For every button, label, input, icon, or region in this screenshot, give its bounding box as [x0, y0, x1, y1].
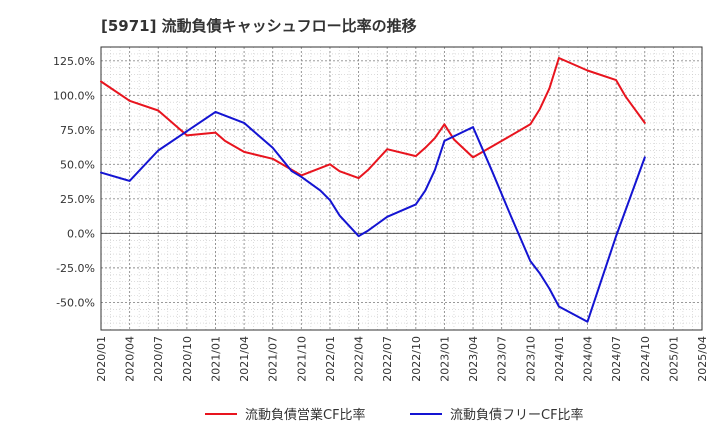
y-tick-label: 0.0%	[67, 227, 95, 240]
y-tick-label: -50.0%	[56, 296, 95, 309]
x-tick-label: 2024/10	[639, 336, 652, 382]
legend-label-2: 流動負債フリーCF比率	[450, 407, 584, 423]
series-line-1	[100, 57, 646, 180]
legend-label-1: 流動負債営業CF比率	[245, 407, 366, 423]
x-tick-label: 2025/04	[696, 336, 709, 382]
x-tick-label: 2024/07	[610, 336, 623, 382]
y-tick-label: 75.0%	[60, 124, 95, 137]
x-tick-label: 2021/07	[267, 336, 280, 382]
y-tick-label: 50.0%	[60, 158, 95, 171]
plot-frame	[100, 46, 703, 331]
x-tick-label: 2020/10	[181, 336, 194, 382]
x-tick-label: 2021/01	[209, 336, 222, 382]
x-tick-label: 2024/04	[582, 336, 595, 382]
legend: 流動負債営業CF比率 流動負債フリーCF比率	[205, 407, 584, 423]
x-tick-label: 2022/07	[381, 336, 394, 382]
x-tick-label: 2022/01	[324, 336, 337, 382]
x-tick-label: 2022/10	[410, 336, 423, 382]
x-tick-label: 2020/01	[95, 336, 108, 382]
y-tick-label: 25.0%	[60, 193, 95, 206]
chart-title: [5971] 流動負債キャッシュフロー比率の推移	[101, 17, 417, 35]
axis-layer: 125.0% 100.0% 75.0% 50.0% 25.0% 0.0% -25.0% -50…	[53, 46, 709, 382]
x-tick-label: 2020/04	[124, 336, 137, 382]
x-tick-label: 2021/04	[238, 336, 251, 382]
x-tick-label: 2021/10	[295, 336, 308, 382]
x-tick-label: 2023/01	[438, 336, 451, 382]
x-tick-label: 2020/07	[152, 336, 165, 382]
grid-layer	[101, 46, 702, 330]
x-tick-label: 2023/04	[467, 336, 480, 382]
x-tick-label: 2022/04	[353, 336, 366, 382]
series-line-2	[100, 110, 646, 323]
x-tick-label: 2024/01	[553, 336, 566, 382]
x-tick-label: 2023/07	[496, 336, 509, 382]
x-tick-label: 2025/01	[667, 336, 680, 382]
y-tick-label: 125.0%	[53, 55, 95, 68]
y-tick-label: 100.0%	[53, 89, 95, 102]
x-tick-label: 2023/10	[524, 336, 537, 382]
y-tick-label: -25.0%	[56, 262, 95, 275]
series-layer	[100, 57, 646, 323]
